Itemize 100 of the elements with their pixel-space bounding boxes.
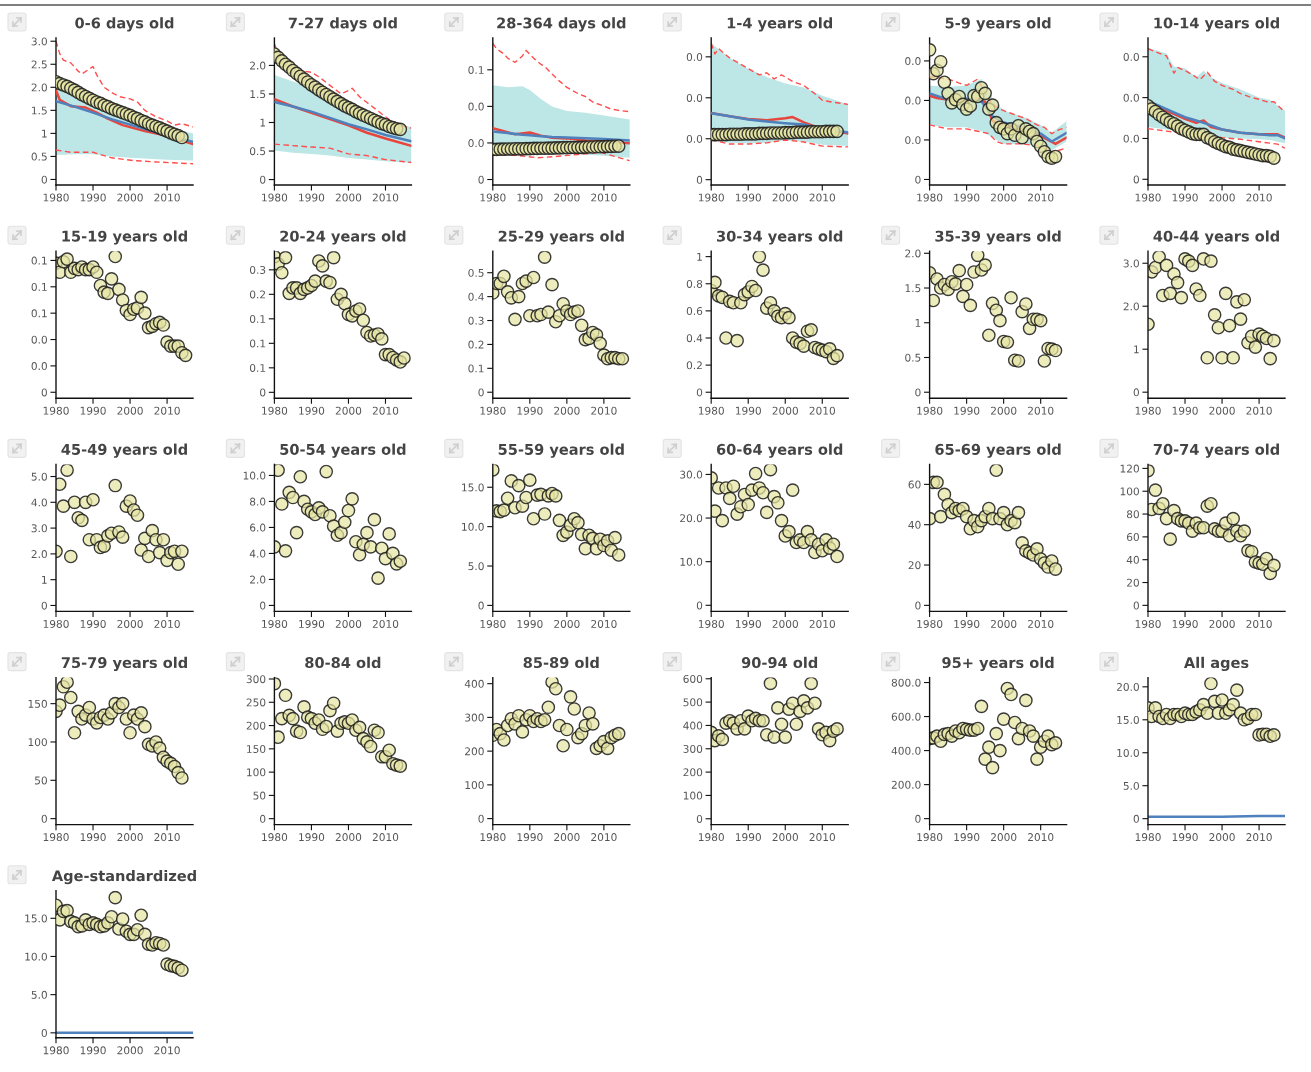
x-tick-label: 1990 bbox=[1172, 833, 1198, 842]
x-tick-label: 2000 bbox=[117, 619, 143, 628]
y-tick-label: 0.2 bbox=[249, 290, 266, 299]
y-tick-label: 200.0 bbox=[891, 780, 921, 789]
chart-title: 10-14 years old bbox=[1154, 17, 1279, 32]
y-tick-label: 0.3 bbox=[249, 266, 266, 274]
y-tick-label: 600.0 bbox=[891, 712, 921, 721]
y-tick-label: 10.0 bbox=[243, 471, 266, 480]
chart-title: 75-79 years old bbox=[61, 656, 187, 672]
x-tick-label: 2010 bbox=[1246, 619, 1272, 628]
y-tick-label: 0.0 bbox=[686, 53, 703, 61]
y-tick-label: 3.0 bbox=[31, 37, 47, 46]
x-tick-label: 1990 bbox=[1172, 619, 1198, 628]
y-tick-label: 100 bbox=[1120, 487, 1139, 496]
y-tick-label: 0 bbox=[1133, 175, 1139, 184]
chart-title: 0-6 days old bbox=[75, 17, 174, 32]
y-tick-label: 1 bbox=[697, 252, 702, 261]
y-tick-label: 0 bbox=[41, 388, 47, 397]
y-tick-label: 250 bbox=[246, 698, 266, 707]
x-tick-label: 1990 bbox=[80, 193, 106, 202]
x-tick-label: 1990 bbox=[517, 193, 543, 202]
x-tick-label: 1990 bbox=[80, 619, 106, 628]
x-tick-label: 1990 bbox=[299, 193, 325, 202]
y-tick-label: 10.0 bbox=[680, 557, 703, 566]
y-tick-label: 400 bbox=[683, 721, 703, 730]
x-tick-label: 2000 bbox=[554, 193, 580, 202]
y-tick-label: 0.5 bbox=[468, 268, 484, 277]
y-tick-label: 150 bbox=[247, 745, 266, 753]
x-tick-label: 1980 bbox=[1135, 833, 1161, 842]
y-tick-label: 0 bbox=[915, 388, 921, 397]
y-tick-label: 1 bbox=[915, 319, 921, 327]
y-tick-label: 0.3 bbox=[468, 316, 484, 325]
x-tick-label: 2010 bbox=[591, 193, 617, 202]
y-tick-label: 40 bbox=[908, 520, 921, 529]
y-tick-label: 120 bbox=[1120, 464, 1139, 473]
y-tick-label: 400.0 bbox=[891, 746, 921, 755]
x-tick-label: 1980 bbox=[917, 406, 943, 415]
y-tick-label: 0 bbox=[915, 175, 921, 184]
y-tick-label: 0 bbox=[1133, 814, 1139, 823]
x-tick-label: 1990 bbox=[954, 833, 980, 842]
y-tick-label: 0.0 bbox=[1123, 134, 1139, 143]
y-tick-label: 0 bbox=[696, 175, 703, 184]
x-tick-label: 1990 bbox=[299, 833, 325, 842]
x-tick-label: 2000 bbox=[117, 1046, 143, 1055]
x-tick-label: 1980 bbox=[480, 833, 506, 842]
y-tick-label: 80 bbox=[1126, 510, 1139, 519]
chart-title: 45-49 years old bbox=[61, 443, 187, 458]
y-tick-label: 60 bbox=[1126, 533, 1139, 542]
x-tick-label: 2010 bbox=[372, 619, 399, 628]
x-tick-label: 2000 bbox=[1209, 833, 1235, 842]
y-tick-label: 0 bbox=[260, 601, 266, 610]
y-tick-label: 2.0 bbox=[31, 83, 47, 92]
y-tick-label: 0 bbox=[696, 601, 703, 610]
x-tick-label: 2000 bbox=[1209, 406, 1235, 415]
y-tick-label: 1 bbox=[1134, 345, 1139, 354]
y-tick-label: 2.0 bbox=[250, 575, 266, 584]
y-tick-label: 5.0 bbox=[31, 472, 47, 481]
x-tick-label: 1980 bbox=[1135, 619, 1161, 628]
x-tick-label: 1980 bbox=[1135, 193, 1161, 202]
y-tick-label: 0 bbox=[41, 814, 47, 823]
y-tick-label: 5.0 bbox=[1123, 781, 1139, 790]
x-tick-label: 2000 bbox=[772, 193, 798, 202]
y-tick-label: 0.5 bbox=[905, 353, 921, 362]
x-tick-label: 1980 bbox=[262, 193, 288, 202]
y-tick-label: 0 bbox=[41, 601, 47, 610]
y-tick-label: 800.0 bbox=[891, 678, 921, 687]
x-tick-label: 1980 bbox=[698, 193, 724, 202]
y-tick-label: 50 bbox=[35, 776, 47, 785]
y-tick-label: 300 bbox=[683, 744, 703, 753]
y-tick-label: 200 bbox=[683, 768, 703, 777]
y-tick-label: 100 bbox=[465, 781, 484, 790]
x-tick-label: 2010 bbox=[372, 406, 399, 415]
y-tick-label: 500 bbox=[683, 698, 703, 707]
y-tick-label: 60 bbox=[908, 480, 921, 489]
x-tick-label: 2000 bbox=[117, 406, 143, 415]
x-tick-label: 1980 bbox=[698, 619, 724, 628]
x-tick-label: 1990 bbox=[735, 619, 761, 628]
x-tick-label: 1980 bbox=[917, 193, 943, 202]
x-tick-label: 1980 bbox=[917, 833, 943, 842]
y-tick-label: 4.0 bbox=[249, 549, 266, 558]
x-tick-label: 2010 bbox=[591, 406, 617, 415]
x-tick-label: 1990 bbox=[517, 833, 543, 842]
y-tick-label: 2.5 bbox=[31, 60, 47, 69]
chart-title: 1-4 years old bbox=[727, 17, 833, 32]
x-tick-label: 1990 bbox=[954, 193, 980, 202]
y-tick-label: 200 bbox=[465, 747, 484, 756]
y-tick-label: 0 bbox=[260, 175, 266, 184]
x-tick-label: 2000 bbox=[772, 406, 798, 415]
x-tick-label: 2010 bbox=[809, 406, 836, 415]
x-tick-label: 2000 bbox=[554, 619, 580, 628]
y-tick-label: 0.0 bbox=[905, 57, 921, 66]
x-tick-label: 1990 bbox=[299, 619, 325, 628]
x-tick-label: 2000 bbox=[991, 406, 1017, 415]
y-tick-label: 100 bbox=[28, 738, 47, 747]
x-tick-label: 1990 bbox=[80, 406, 106, 415]
y-tick-label: 2.0 bbox=[31, 550, 47, 559]
y-tick-label: 0.1 bbox=[249, 315, 266, 323]
x-tick-label: 2010 bbox=[1028, 619, 1054, 628]
y-tick-label: 0 bbox=[915, 814, 921, 823]
x-tick-label: 2010 bbox=[591, 833, 617, 842]
